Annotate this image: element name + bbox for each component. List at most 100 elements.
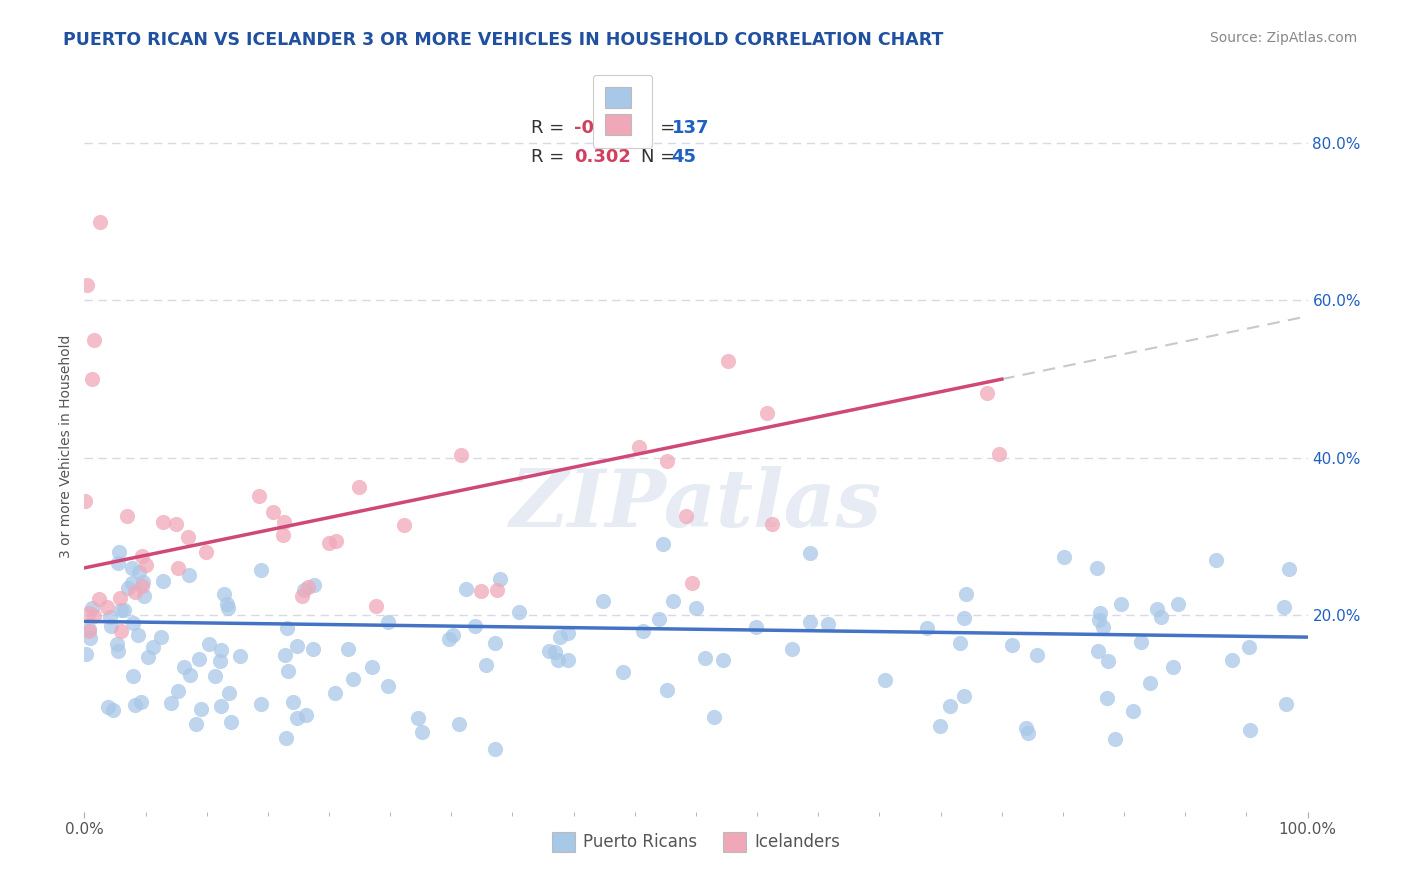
Point [953, 689, 976, 703]
Point [209, 643, 232, 657]
Point [135, 558, 157, 572]
Point [117, 581, 139, 595]
Point [1085, 560, 1108, 574]
Point [1091, 620, 1114, 634]
Point [394, 518, 416, 533]
Point [675, 508, 697, 523]
Point [100, 619, 122, 633]
Point [1205, 552, 1227, 566]
Point [628, 441, 651, 455]
Point [287, 710, 309, 724]
Point [121, 560, 143, 574]
Point [325, 686, 347, 700]
Point [1090, 606, 1112, 620]
Point [277, 664, 299, 678]
Point [557, 626, 579, 640]
Text: 0.302: 0.302 [574, 148, 630, 166]
Point [76, 277, 98, 292]
Point [655, 682, 678, 697]
Point [633, 624, 655, 639]
Point [1015, 721, 1038, 735]
Point [361, 659, 384, 673]
Point [1109, 597, 1132, 611]
Point [544, 645, 567, 659]
Point [447, 717, 470, 731]
Point [247, 489, 270, 503]
Point [408, 711, 430, 725]
Point [817, 617, 839, 632]
Point [217, 597, 239, 611]
Point [107, 556, 129, 570]
Point [799, 615, 821, 630]
Text: Source: ZipAtlas.com: Source: ZipAtlas.com [1209, 31, 1357, 45]
Point [508, 605, 530, 619]
Point [377, 679, 399, 693]
Text: 137: 137 [672, 119, 709, 136]
Point [80, 601, 103, 615]
Point [547, 653, 569, 667]
Point [101, 703, 124, 717]
Point [229, 649, 252, 664]
Point [136, 650, 159, 665]
Text: -0.103: -0.103 [574, 119, 638, 136]
Point [301, 642, 323, 657]
Point [342, 672, 364, 686]
Point [108, 545, 131, 559]
Point [217, 600, 239, 615]
Point [1275, 697, 1298, 711]
Point [209, 654, 232, 668]
Point [79, 631, 101, 645]
Text: N =: N = [641, 119, 681, 136]
Point [77, 606, 100, 620]
Text: PUERTO RICAN VS ICELANDER 3 OR MORE VEHICLES IN HOUSEHOLD CORRELATION CHART: PUERTO RICAN VS ICELANDER 3 OR MORE VEHI… [63, 31, 943, 49]
Point [325, 533, 347, 548]
Point [250, 563, 273, 577]
Point [83, 609, 105, 624]
Point [681, 575, 703, 590]
Point [112, 603, 135, 617]
Text: 45: 45 [672, 148, 696, 166]
Point [988, 446, 1011, 460]
Point [134, 589, 156, 603]
Point [1017, 726, 1039, 740]
Point [283, 695, 305, 709]
Point [488, 572, 510, 586]
Point [177, 530, 200, 544]
Point [1088, 613, 1111, 627]
Point [475, 657, 498, 672]
Point [273, 515, 295, 529]
Point [557, 653, 579, 667]
Point [1130, 635, 1153, 649]
Point [939, 698, 962, 713]
Point [73, 493, 96, 508]
Legend: Puerto Ricans, Icelanders: Puerto Ricans, Icelanders [546, 826, 846, 858]
Point [1139, 675, 1161, 690]
Point [717, 353, 740, 368]
Point [648, 612, 671, 626]
Point [212, 587, 235, 601]
Point [150, 630, 173, 644]
Point [949, 635, 972, 649]
Point [782, 641, 804, 656]
Point [110, 603, 132, 617]
Point [1274, 599, 1296, 614]
Point [96, 600, 118, 615]
Point [1104, 731, 1126, 746]
Point [695, 650, 717, 665]
Point [209, 699, 232, 714]
Point [976, 385, 998, 400]
Text: R =: R = [531, 148, 569, 166]
Point [83, 333, 105, 347]
Point [131, 579, 153, 593]
Y-axis label: 3 or more Vehicles in Household: 3 or more Vehicles in Household [59, 334, 73, 558]
Point [1026, 648, 1049, 662]
Point [152, 574, 174, 588]
Point [218, 685, 240, 699]
Point [108, 591, 131, 605]
Point [953, 611, 976, 625]
Point [128, 565, 150, 579]
Point [537, 644, 560, 658]
Point [82, 372, 104, 386]
Point [204, 669, 226, 683]
Point [107, 643, 129, 657]
